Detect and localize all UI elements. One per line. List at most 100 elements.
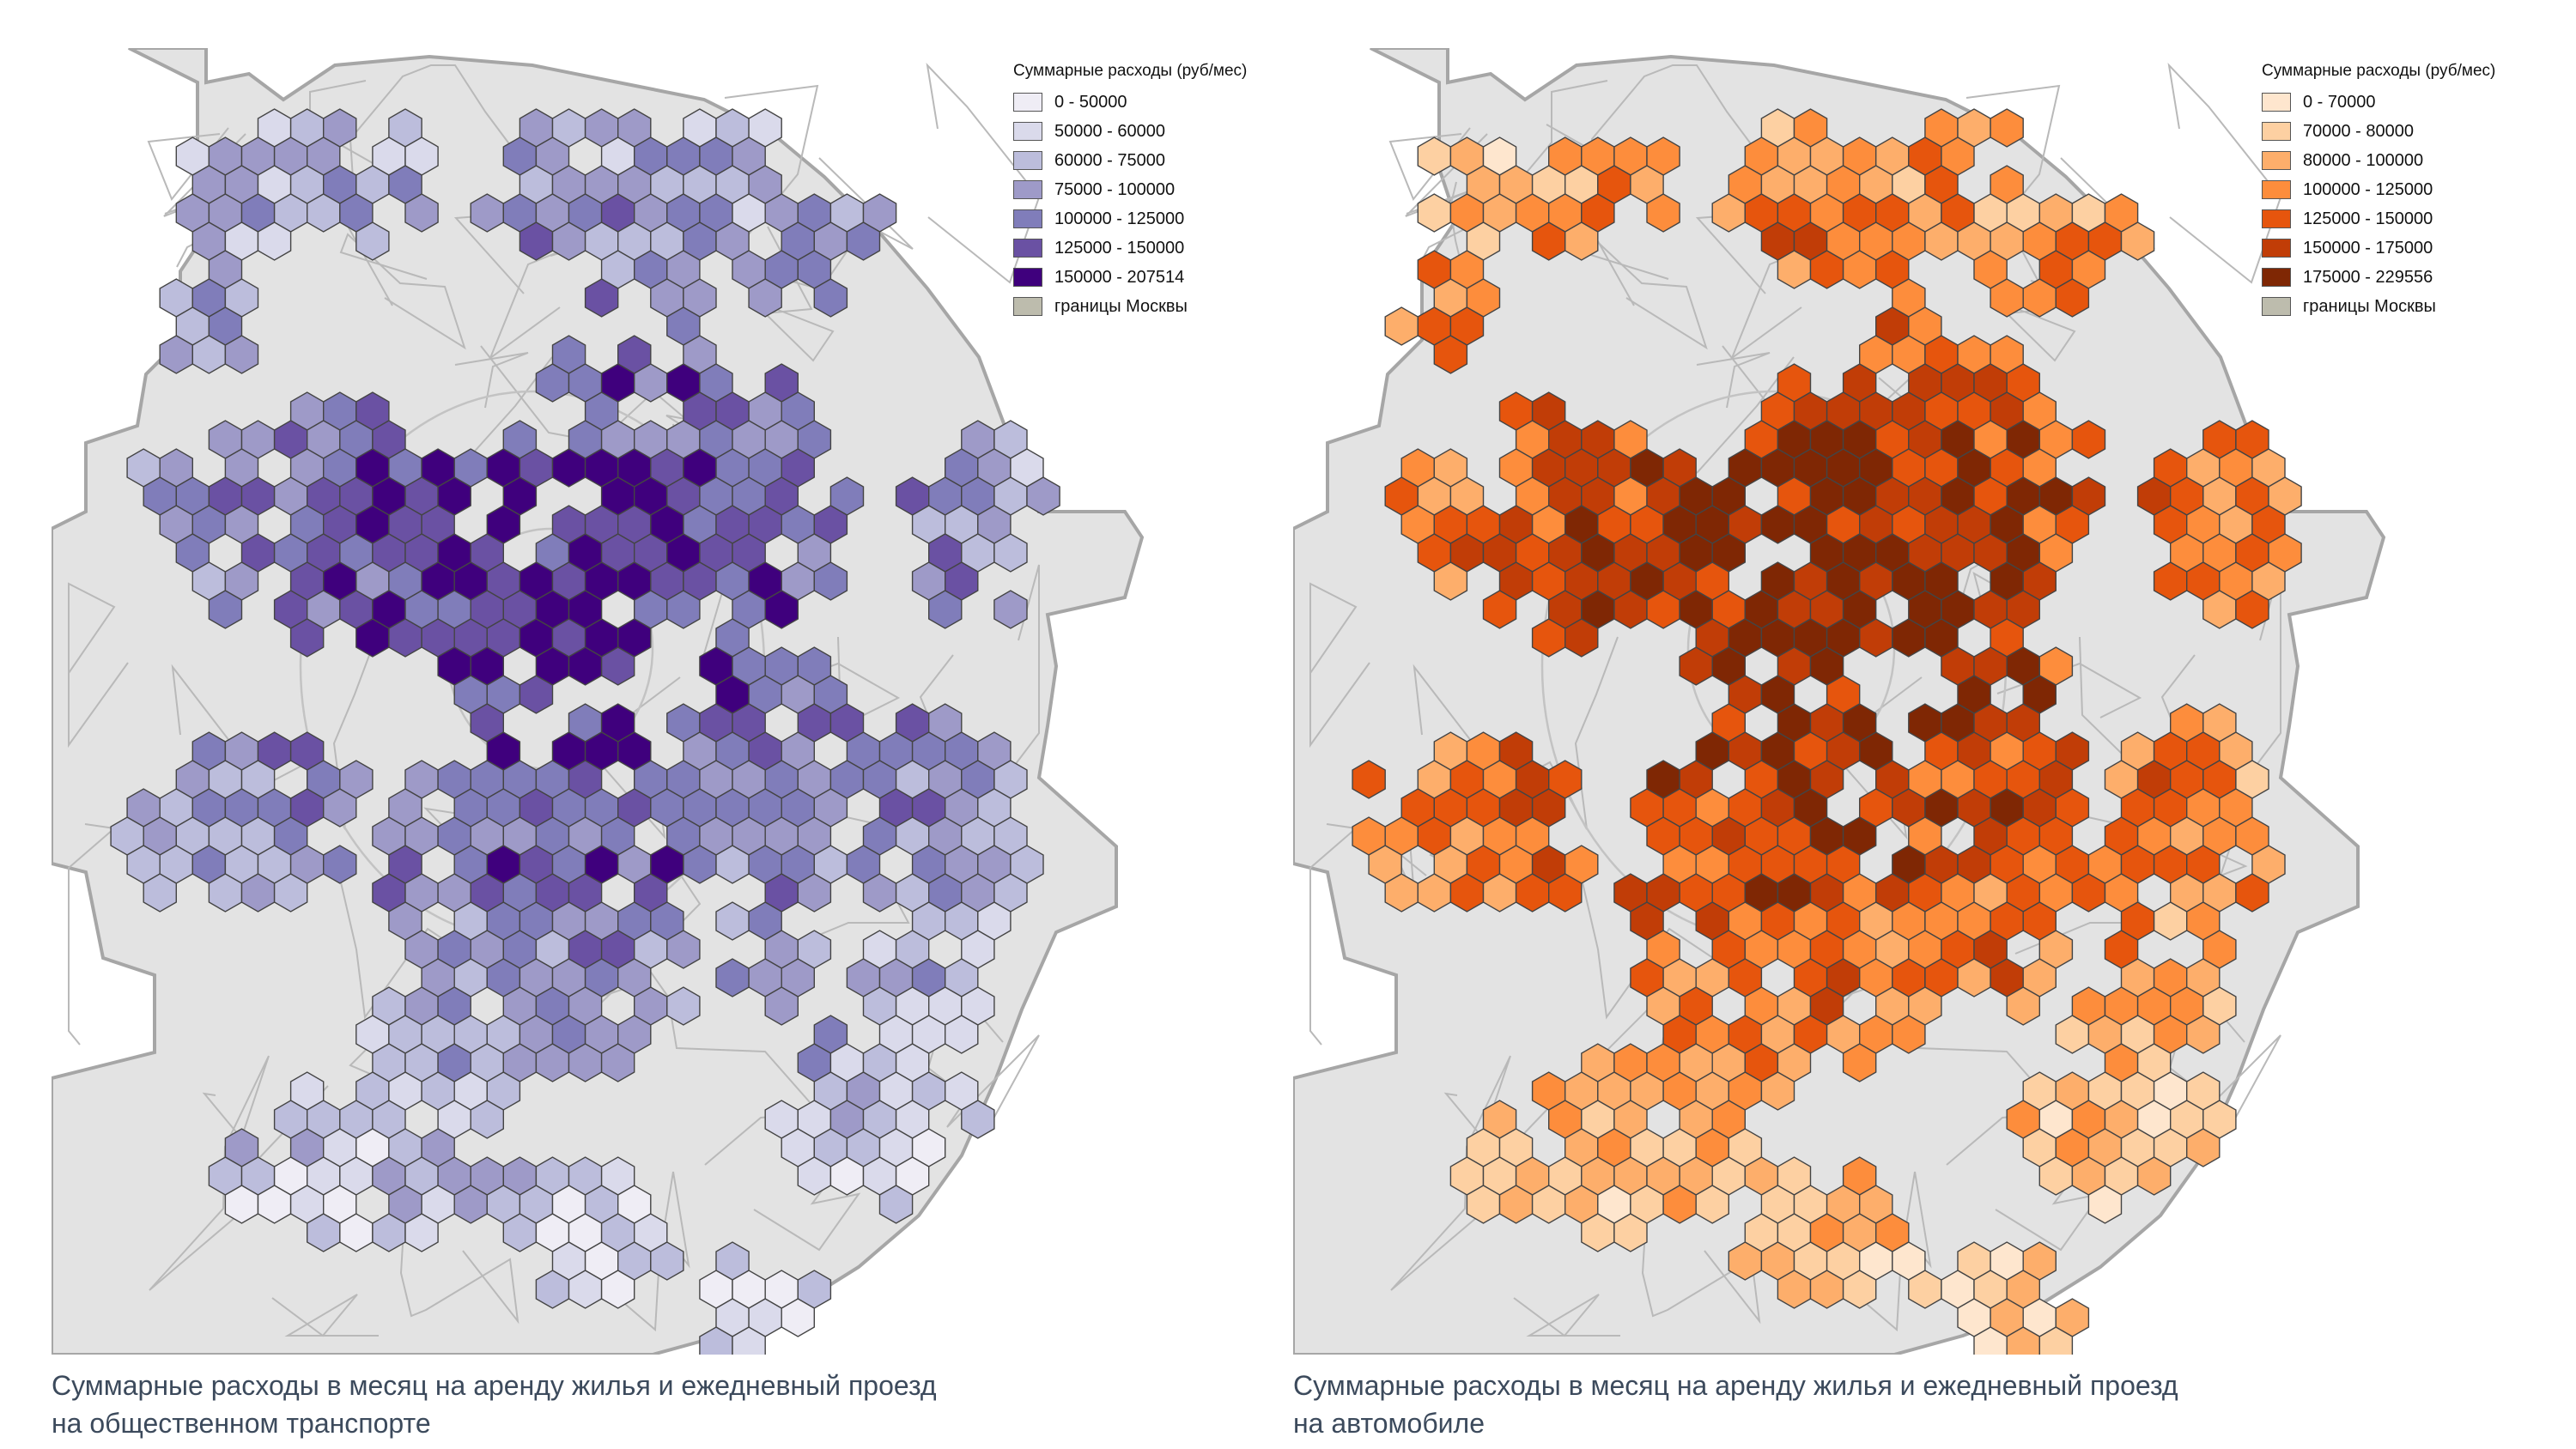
legend-label: 0 - 70000 bbox=[2303, 92, 2376, 112]
hexbin-map-public-transport bbox=[52, 48, 1145, 1355]
legend-title: Суммарные расходы (руб/мес) bbox=[1013, 62, 1248, 80]
hex-cell bbox=[993, 590, 1028, 629]
district-line bbox=[1641, 1201, 1761, 1325]
district-line bbox=[1577, 859, 1763, 1020]
hex-cell bbox=[404, 193, 439, 233]
hex-cell bbox=[732, 1326, 766, 1355]
hex-cell bbox=[1695, 1185, 1729, 1224]
district-line bbox=[926, 62, 1041, 284]
legend-label: 175000 - 229556 bbox=[2303, 267, 2433, 287]
hex-cell bbox=[2055, 278, 2090, 318]
legend-item: границы Москвы bbox=[2262, 292, 2495, 321]
district-line bbox=[271, 1294, 379, 1337]
hex-cell bbox=[404, 1213, 439, 1252]
legend-item: 100000 - 125000 bbox=[1013, 204, 1247, 233]
hex-cell bbox=[600, 1270, 635, 1309]
hex-cell bbox=[273, 873, 308, 912]
legend-swatch bbox=[1013, 151, 1042, 170]
hex-cell bbox=[993, 533, 1028, 573]
hex-cell bbox=[961, 1100, 995, 1139]
hex-cell bbox=[1482, 590, 1517, 629]
hex-cell bbox=[1384, 306, 1419, 346]
legend-item: 125000 - 150000 bbox=[2262, 204, 2495, 233]
hex-cell bbox=[928, 590, 963, 629]
hex-cell bbox=[666, 590, 701, 629]
hex-cell bbox=[519, 675, 554, 714]
hex-cell bbox=[764, 986, 799, 1026]
legend-item: 80000 - 100000 bbox=[2262, 146, 2495, 175]
hex-cell bbox=[813, 561, 848, 601]
legend-item: 125000 - 150000 bbox=[1013, 233, 1247, 263]
district-line bbox=[762, 226, 835, 362]
hex-cell bbox=[846, 221, 881, 261]
legend-swatch bbox=[1013, 209, 1042, 228]
hex-cell bbox=[2071, 420, 2106, 459]
hex-cell bbox=[813, 278, 848, 318]
hex-cell bbox=[584, 278, 619, 318]
legend-label: 60000 - 75000 bbox=[1054, 150, 1166, 170]
hex-cell bbox=[1646, 193, 1680, 233]
legend-swatch bbox=[1013, 239, 1042, 258]
legend-label: 100000 - 125000 bbox=[2303, 179, 2433, 199]
hexbin-map-car bbox=[1293, 48, 2386, 1355]
hex-cell bbox=[1548, 873, 1583, 912]
legend-label: 80000 - 100000 bbox=[2303, 150, 2424, 170]
hex-cell bbox=[1990, 108, 2024, 148]
hex-cell bbox=[1892, 1015, 1926, 1054]
hex-cell bbox=[2235, 590, 2269, 629]
legend-label: 50000 - 60000 bbox=[1054, 121, 1166, 141]
hex-cell bbox=[289, 618, 325, 658]
legend-label: границы Москвы bbox=[1054, 296, 1188, 316]
hex-cell bbox=[323, 845, 357, 884]
district-line bbox=[1309, 582, 1370, 749]
hex-cell bbox=[666, 930, 701, 969]
hex-cell bbox=[600, 646, 635, 686]
hex-cell bbox=[878, 1185, 914, 1224]
legend-swatch bbox=[2262, 209, 2291, 228]
hex-cell bbox=[748, 278, 782, 318]
hex-cell bbox=[355, 221, 390, 261]
hex-cell bbox=[666, 986, 701, 1026]
hex-cell bbox=[2136, 1156, 2172, 1196]
hex-cell bbox=[797, 873, 832, 912]
legend-swatch bbox=[2262, 151, 2291, 170]
legend-swatch bbox=[2262, 180, 2291, 199]
map-caption-car: Суммарные расходы в месяц на аренду жиль… bbox=[1293, 1370, 2178, 1439]
map-caption-public-transport: Суммарные расходы в месяц на аренду жиль… bbox=[52, 1370, 937, 1439]
legend-swatch bbox=[1013, 93, 1042, 112]
hex-cell bbox=[2120, 221, 2155, 261]
legend-title: Суммарные расходы (руб/мес) bbox=[2262, 62, 2496, 80]
hex-cell bbox=[2087, 1185, 2123, 1224]
legend-label: 125000 - 150000 bbox=[1054, 238, 1185, 258]
legend-swatch bbox=[2262, 122, 2291, 141]
hex-cell bbox=[2235, 873, 2269, 912]
hex-cell bbox=[650, 1241, 684, 1281]
hex-cell bbox=[1433, 335, 1468, 374]
legend-item: 50000 - 60000 bbox=[1013, 117, 1247, 146]
legend-label: 70000 - 80000 bbox=[2303, 121, 2415, 141]
hex-cell bbox=[1352, 760, 1386, 799]
legend-swatch bbox=[2262, 239, 2291, 258]
legend-swatch bbox=[1013, 122, 1042, 141]
legend-item: 150000 - 207514 bbox=[1013, 263, 1247, 292]
legend-swatch bbox=[2262, 297, 2291, 316]
map-legend: Суммарные расходы (руб/мес) 0 - 70000 70… bbox=[2262, 62, 2495, 321]
district-line bbox=[68, 582, 129, 749]
hex-cell bbox=[1564, 618, 1599, 658]
hex-cell bbox=[1433, 561, 1468, 601]
legend-swatch bbox=[1013, 297, 1042, 316]
legend-label: 75000 - 100000 bbox=[1054, 179, 1176, 199]
hex-cell bbox=[208, 590, 243, 629]
hex-cell bbox=[781, 1298, 815, 1337]
legend-swatch bbox=[2262, 93, 2291, 112]
hex-cell bbox=[2038, 1326, 2074, 1355]
district-line bbox=[1513, 1294, 1620, 1337]
hex-cell bbox=[1842, 1043, 1877, 1082]
hex-cell bbox=[224, 335, 259, 374]
hex-layer bbox=[1352, 108, 2302, 1355]
district-line bbox=[2167, 62, 2282, 284]
map-panel-car: Суммарные расходы (руб/мес) 0 - 70000 70… bbox=[1293, 48, 2495, 1355]
legend-label: 0 - 50000 bbox=[1054, 92, 1127, 112]
legend-swatch bbox=[1013, 268, 1042, 287]
hex-cell bbox=[2185, 1128, 2221, 1167]
